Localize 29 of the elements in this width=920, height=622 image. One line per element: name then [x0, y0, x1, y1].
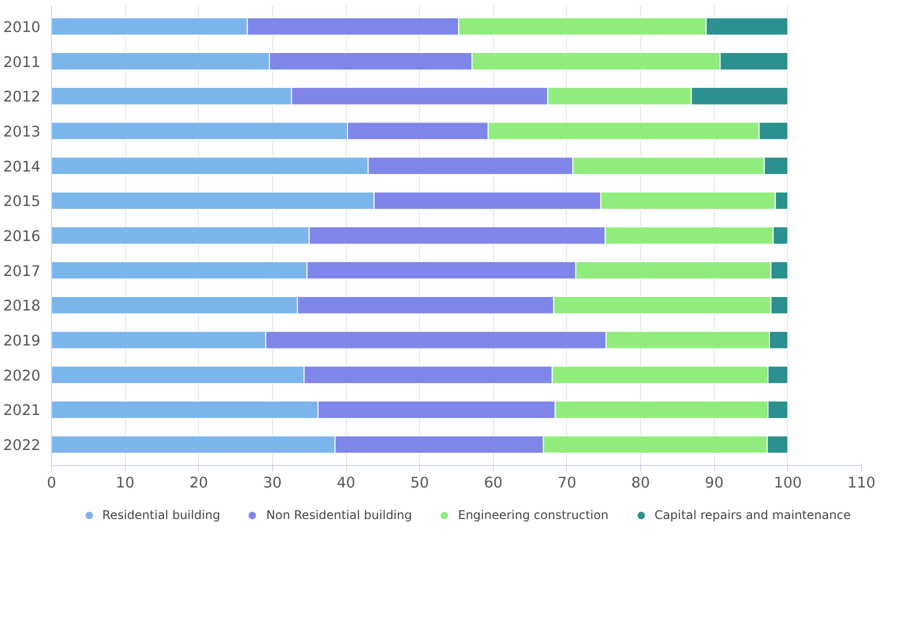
- y-tick-label: 2021: [3, 402, 41, 420]
- legend-label: Capital repairs and maintenance: [654, 508, 851, 522]
- y-tick-label: 2019: [3, 332, 41, 350]
- x-tick-label: 80: [631, 474, 650, 492]
- y-tick-label: 2022: [3, 437, 41, 454]
- y-tick-label: 2015: [3, 193, 41, 210]
- y-tick-label: 2012: [3, 88, 41, 106]
- y-tick-label: 2010: [3, 18, 41, 36]
- y-tick-label: 2014: [3, 158, 41, 176]
- x-tick-label: 20: [189, 474, 208, 492]
- y-tick-label: 2013: [3, 123, 41, 140]
- legend-label: Residential building: [102, 508, 220, 522]
- x-tick-label: 30: [263, 474, 282, 492]
- x-tick-label: 100: [774, 474, 802, 492]
- x-tick-label: 40: [336, 474, 356, 492]
- y-tick-label: 2020: [3, 367, 41, 384]
- x-tick-label: 0: [46, 474, 56, 492]
- x-tick-label: 60: [484, 474, 503, 492]
- y-tick-label: 2017: [3, 262, 41, 280]
- y-tick-label: 2016: [3, 228, 41, 245]
- x-tick-label: 50: [410, 474, 430, 492]
- x-tick-label: 10: [116, 474, 134, 492]
- legend-label: Engineering construction: [458, 508, 608, 522]
- x-tick-label: 90: [704, 474, 724, 492]
- y-tick-label: 2018: [3, 298, 41, 315]
- x-tick-label: 110: [848, 474, 876, 492]
- y-tick-label: 2011: [3, 54, 41, 71]
- x-tick-label: 70: [558, 474, 576, 492]
- legend-label: Non Residential building: [266, 508, 412, 522]
